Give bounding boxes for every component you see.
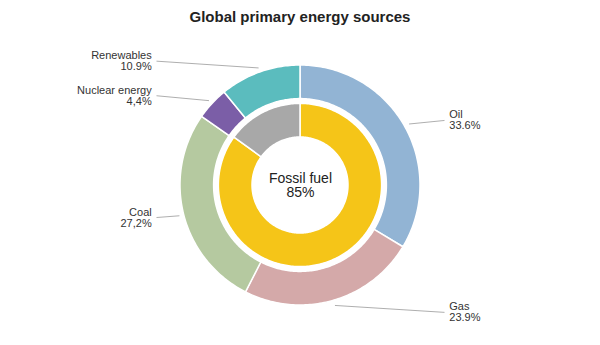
svg-text:Coal27,2%: Coal27,2% <box>120 206 151 229</box>
svg-text:Gas23.9%: Gas23.9% <box>449 300 480 323</box>
html-text:Global primary energy sources: Global primary energy sources <box>189 8 411 25</box>
svg-text:Renewables10.9%: Renewables10.9% <box>91 49 152 72</box>
svg-text:Fossil fuel85%: Fossil fuel85% <box>269 170 332 200</box>
svg-text:Oil33.6%: Oil33.6% <box>449 108 480 131</box>
svg-text:Nuclear energy4,4%: Nuclear energy4,4% <box>77 84 152 107</box>
